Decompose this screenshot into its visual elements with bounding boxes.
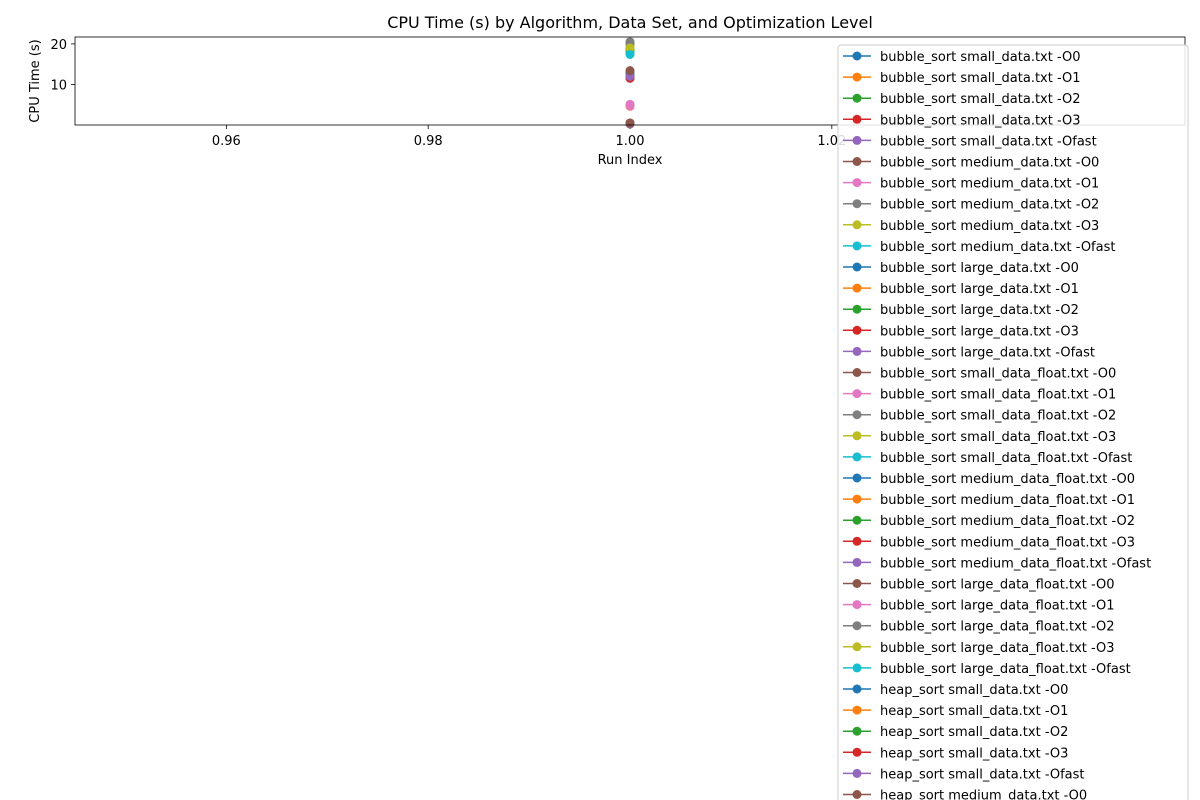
legend-label: heap_sort small_data.txt -O3 — [880, 746, 1068, 761]
legend-marker — [852, 536, 862, 546]
y-tick-label: 20 — [50, 38, 67, 53]
legend-label: bubble_sort large_data_float.txt -O1 — [880, 599, 1115, 614]
legend-marker — [852, 663, 862, 673]
legend-marker — [852, 494, 862, 504]
data-point — [625, 66, 635, 76]
legend-marker — [852, 705, 862, 715]
legend-marker — [852, 135, 862, 145]
legend-label: bubble_sort large_data_float.txt -Ofast — [880, 662, 1131, 677]
legend-label: heap_sort medium_data.txt -O0 — [880, 789, 1087, 800]
legend-label: bubble_sort small_data_float.txt -O2 — [880, 409, 1116, 424]
legend-label: bubble_sort medium_data.txt -O3 — [880, 219, 1099, 234]
legend-label: bubble_sort large_data.txt -O0 — [880, 261, 1079, 276]
x-tick-label: 0.96 — [212, 134, 241, 149]
legend-label: bubble_sort small_data.txt -O3 — [880, 113, 1081, 128]
legend-marker — [852, 199, 862, 209]
legend-label: bubble_sort medium_data.txt -O0 — [880, 156, 1099, 171]
legend-label: bubble_sort small_data.txt -O1 — [880, 71, 1081, 86]
legend-marker — [852, 515, 862, 525]
legend-marker — [852, 157, 862, 166]
x-tick-label: 0.98 — [414, 134, 443, 149]
legend-marker — [852, 178, 862, 188]
legend-marker — [852, 220, 862, 230]
legend-label: bubble_sort medium_data_float.txt -O3 — [880, 535, 1135, 550]
legend-marker — [852, 325, 862, 335]
legend-label: heap_sort small_data.txt -O2 — [880, 725, 1068, 740]
legend-marker — [852, 368, 862, 377]
legend-marker — [852, 642, 862, 652]
legend-marker — [852, 473, 862, 483]
legend-marker — [852, 600, 862, 610]
legend-marker — [852, 72, 862, 82]
legend-marker — [852, 51, 862, 61]
legend-label: bubble_sort medium_data_float.txt -Ofast — [880, 556, 1151, 571]
legend-marker — [852, 768, 862, 778]
data-point — [625, 101, 635, 111]
legend-marker — [852, 93, 862, 103]
legend-label: bubble_sort medium_data_float.txt -O0 — [880, 472, 1135, 487]
legend-marker — [852, 790, 862, 799]
legend-label: bubble_sort small_data_float.txt -O1 — [880, 388, 1116, 403]
legend-label: heap_sort small_data.txt -O0 — [880, 683, 1068, 698]
legend-marker — [852, 283, 862, 293]
legend-marker — [852, 114, 862, 124]
legend-label: bubble_sort medium_data_float.txt -O1 — [880, 493, 1135, 508]
legend-label: bubble_sort large_data_float.txt -O2 — [880, 620, 1115, 635]
legend-label: bubble_sort small_data_float.txt -O0 — [880, 367, 1116, 382]
legend-label: bubble_sort large_data.txt -O1 — [880, 282, 1079, 297]
legend-marker — [852, 389, 862, 399]
legend-label: bubble_sort medium_data.txt -O2 — [880, 198, 1099, 213]
legend-box — [837, 44, 1189, 800]
legend-label: bubble_sort medium_data.txt -Ofast — [880, 240, 1115, 255]
legend-label: bubble_sort large_data_float.txt -O3 — [880, 641, 1115, 656]
y-tick-label: 10 — [50, 78, 67, 93]
legend-marker — [852, 747, 862, 757]
legend-label: bubble_sort medium_data.txt -O1 — [880, 177, 1099, 192]
data-point — [625, 43, 635, 53]
legend-marker — [852, 579, 862, 588]
legend-label: bubble_sort small_data.txt -O2 — [880, 92, 1081, 107]
legend-label: bubble_sort large_data.txt -Ofast — [880, 345, 1095, 360]
legend-marker — [852, 410, 862, 420]
legend-marker — [852, 621, 862, 631]
legend-marker — [852, 726, 862, 736]
legend-label: bubble_sort large_data.txt -O2 — [880, 303, 1079, 318]
legend-label: bubble_sort large_data.txt -O3 — [880, 324, 1079, 339]
legend-marker — [852, 452, 862, 462]
legend-label: bubble_sort small_data.txt -O0 — [880, 50, 1081, 65]
legend-marker — [852, 262, 862, 272]
x-axis-label: Run Index — [598, 153, 663, 168]
chart-title: CPU Time (s) by Algorithm, Data Set, and… — [387, 13, 873, 32]
legend-label: bubble_sort medium_data_float.txt -O2 — [880, 514, 1135, 529]
legend-marker — [852, 304, 862, 314]
legend-label: heap_sort small_data.txt -Ofast — [880, 767, 1085, 782]
legend-label: bubble_sort large_data_float.txt -O0 — [880, 578, 1115, 593]
data-point — [625, 49, 635, 59]
legend-marker — [852, 557, 862, 567]
legend-marker — [852, 241, 862, 251]
y-axis-label: CPU Time (s) — [28, 39, 43, 122]
legend-label: bubble_sort small_data_float.txt -O3 — [880, 430, 1116, 445]
legend-marker — [852, 431, 862, 441]
x-tick-label: 1.00 — [616, 134, 645, 149]
legend-marker — [852, 346, 862, 356]
legend-label: bubble_sort small_data_float.txt -Ofast — [880, 451, 1132, 466]
legend-marker — [852, 684, 862, 694]
legend-label: bubble_sort small_data.txt -Ofast — [880, 134, 1097, 149]
data-point — [625, 118, 635, 128]
legend-label: heap_sort small_data.txt -O1 — [880, 704, 1068, 719]
legend: bubble_sort small_data.txt -O0 bubble_sor… — [837, 44, 1189, 800]
